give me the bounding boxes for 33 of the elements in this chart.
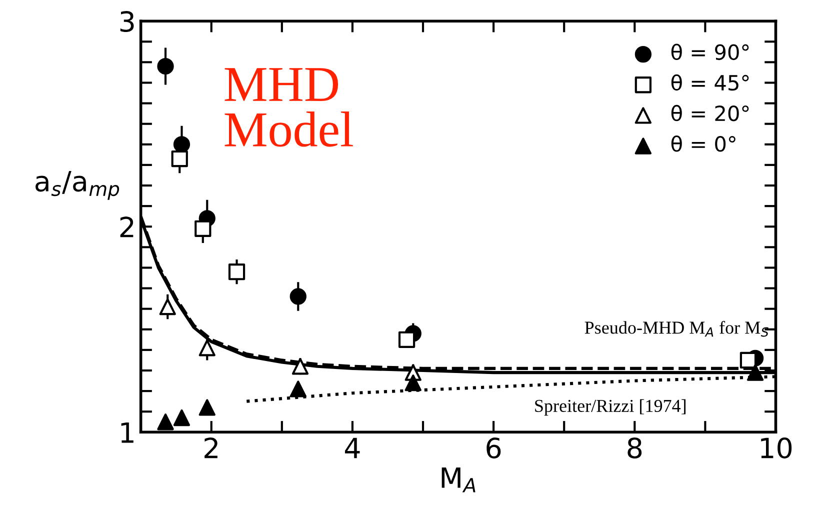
point: [404, 374, 422, 392]
annotation: MHD Model: [224, 68, 353, 147]
x-tick-label: 2: [204, 437, 218, 458]
legend-label: θ = 45°: [671, 74, 749, 91]
point: [746, 364, 764, 381]
point: [157, 58, 174, 75]
point: [198, 340, 216, 356]
x-tick-label: 4: [344, 438, 360, 458]
x-axis-title: M$_{A}$: [442, 467, 476, 492]
y-tick-label: 2: [120, 216, 134, 238]
y-tick-label: 3: [120, 11, 134, 32]
y-tick-label: 1: [121, 422, 134, 443]
x-tick-label: 8: [628, 437, 642, 459]
point: [290, 380, 306, 398]
x-tick-label: 10: [761, 437, 792, 459]
point: [157, 414, 174, 430]
legend-label: θ = 90°: [671, 44, 749, 60]
point: [173, 409, 190, 426]
point: [198, 399, 216, 416]
legend-label: θ = 0°: [671, 136, 736, 152]
annotation: Spreiter/Rizzi [1974]: [535, 399, 686, 416]
point: [228, 264, 246, 280]
point: [398, 331, 416, 348]
legend-label: θ = 20°: [671, 104, 749, 122]
point: [159, 298, 176, 316]
point: [171, 150, 188, 168]
y-axis-title: a$_{s}$/a$_{mp}$: [36, 171, 120, 200]
point: [290, 288, 306, 305]
annotation: Pseudo-MHD M$_{A}$ for M$_{S}$: [584, 320, 768, 337]
x-tick-label: 6: [486, 437, 501, 459]
point: [292, 358, 309, 375]
point: [194, 220, 212, 237]
point: [173, 136, 190, 153]
